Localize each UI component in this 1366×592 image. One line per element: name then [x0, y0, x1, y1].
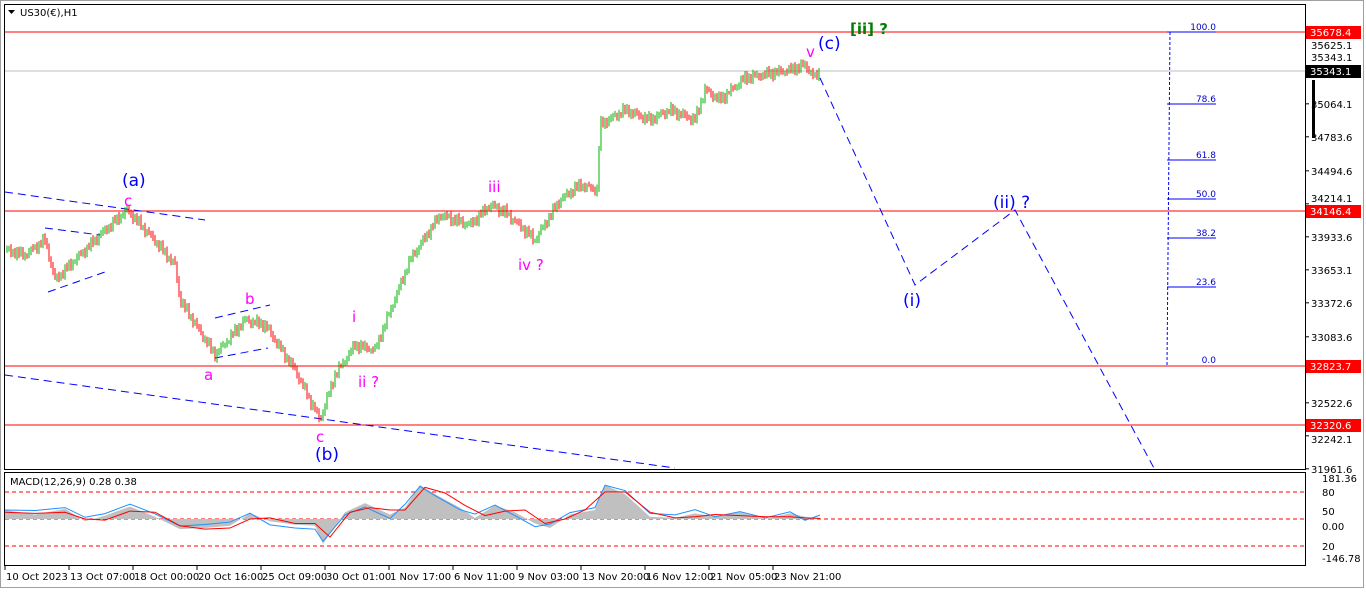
y-tick-label: 32522.6 — [1311, 399, 1352, 410]
wave-label: a — [204, 366, 213, 384]
macd-signal-line — [4, 486, 821, 538]
fib-label: 61.8 — [1196, 151, 1216, 161]
macd-histogram — [5, 485, 820, 544]
projection-path[interactable] — [819, 77, 1156, 471]
macd-axis-label: 80 — [1322, 488, 1335, 499]
macd-main-line — [4, 484, 821, 543]
current-price-tag — [1306, 65, 1361, 78]
fib-label: 78.6 — [1196, 95, 1216, 105]
x-tick-label: 13 Nov 20:00 — [582, 572, 649, 583]
fib-label: 0.0 — [1202, 356, 1217, 366]
wave-label: (c) — [818, 34, 841, 54]
wave-label: iii — [488, 178, 501, 196]
level-price-tag — [1306, 360, 1361, 373]
wave-label: i — [352, 308, 356, 326]
level-price-label: 32320.6 — [1310, 421, 1351, 432]
macd-axis-label: 20 — [1322, 542, 1335, 553]
level-price-tag — [1306, 26, 1361, 39]
x-tick-label: 25 Oct 09:00 — [262, 572, 327, 583]
wave-label: [ii] ? — [850, 20, 888, 38]
x-tick-label: 9 Nov 03:00 — [518, 572, 579, 583]
x-tick-label: 6 Nov 11:00 — [454, 572, 515, 583]
macd-label: MACD(12,26,9) 0.28 0.38 — [10, 477, 137, 488]
x-tick-label: 21 Nov 05:00 — [710, 572, 777, 583]
wave-label: c — [124, 192, 132, 210]
trend-line[interactable] — [44, 227, 101, 236]
level-price-label: 35678.4 — [1310, 28, 1351, 39]
macd-axis-label: 0.00 — [1322, 522, 1344, 533]
macd-pane — [4, 472, 1306, 566]
wave-label: b — [245, 290, 255, 308]
triangle-down-icon[interactable] — [8, 10, 15, 14]
level-price-tag — [1306, 205, 1361, 218]
chart-title: US30(€),H1 — [20, 8, 78, 19]
price-candles — [6, 59, 820, 423]
trend-line[interactable] — [214, 304, 271, 319]
y-tick-label: 33933.6 — [1311, 233, 1352, 244]
level-price-tag — [1306, 419, 1361, 432]
trend-line[interactable] — [4, 374, 676, 469]
trend-line[interactable] — [4, 191, 206, 221]
y-tick-label: 33653.1 — [1311, 266, 1352, 277]
x-tick-label: 20 Oct 16:00 — [198, 572, 263, 583]
y-tick-label: 35625.1 — [1311, 41, 1352, 52]
fibonacci-retracement[interactable] — [1166, 31, 1216, 366]
x-tick-label: 23 Nov 21:00 — [774, 572, 841, 583]
y-tick-label: 31961.6 — [1311, 465, 1352, 476]
macd-axis-label: -146.78 — [1322, 554, 1361, 565]
trend-line[interactable] — [47, 271, 106, 293]
current-price-label: 35343.1 — [1310, 67, 1351, 78]
fib-label: 50.0 — [1196, 190, 1216, 200]
y-tick-label: 33083.6 — [1311, 333, 1352, 344]
x-tick-label: 10 Oct 2023 — [6, 572, 68, 583]
y-tick-label: 32242.1 — [1311, 435, 1352, 446]
wave-label: (a) — [122, 171, 146, 191]
wave-label: v — [806, 43, 815, 61]
wave-label: ii ? — [358, 373, 379, 391]
macd-axis-label: 50 — [1322, 507, 1335, 518]
level-price-label: 34146.4 — [1310, 207, 1351, 218]
wave-label: c — [316, 428, 324, 446]
wave-label: (ii) ? — [993, 193, 1030, 213]
trend-line[interactable] — [214, 347, 269, 359]
scroll-indicator[interactable] — [1312, 80, 1315, 138]
x-tick-label: 1 Nov 17:00 — [390, 572, 451, 583]
level-price-label: 32823.7 — [1310, 362, 1351, 373]
macd-axis-label: 181.36 — [1322, 474, 1357, 485]
y-tick-label: 35064.1 — [1311, 100, 1352, 111]
x-tick-label: 13 Oct 07:00 — [70, 572, 135, 583]
y-tick-label: 34783.6 — [1311, 133, 1352, 144]
x-tick-label: 16 Nov 12:00 — [646, 572, 713, 583]
x-tick-label: 30 Oct 01:00 — [326, 572, 391, 583]
wave-label: iv ? — [518, 256, 544, 274]
fib-label: 23.6 — [1196, 278, 1216, 288]
fib-label: 100.0 — [1190, 23, 1216, 33]
fib-label: 38.2 — [1196, 229, 1216, 239]
wave-label: (b) — [315, 445, 339, 465]
y-tick-label: 34214.1 — [1311, 194, 1352, 205]
y-tick-label: 35343.1 — [1311, 53, 1352, 64]
wave-label: (i) — [903, 291, 921, 311]
x-tick-label: 18 Oct 00:00 — [134, 572, 199, 583]
y-tick-label: 33372.6 — [1311, 299, 1352, 310]
y-tick-label: 34494.6 — [1311, 167, 1352, 178]
